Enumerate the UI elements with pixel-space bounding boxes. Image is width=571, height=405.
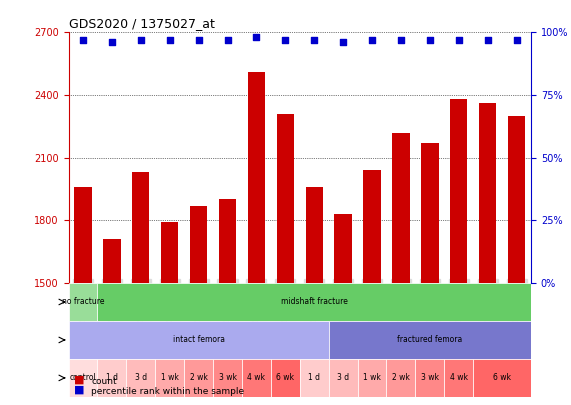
Point <box>194 37 203 43</box>
FancyBboxPatch shape <box>69 359 98 397</box>
Text: 6 wk: 6 wk <box>276 373 294 382</box>
Text: control: control <box>70 373 96 382</box>
FancyBboxPatch shape <box>98 283 531 321</box>
Text: 3 wk: 3 wk <box>421 373 439 382</box>
Text: 4 wk: 4 wk <box>247 373 266 382</box>
Text: time: time <box>0 404 1 405</box>
Bar <box>132 172 150 405</box>
Text: 3 d: 3 d <box>337 373 349 382</box>
Point <box>339 39 348 46</box>
FancyBboxPatch shape <box>387 359 415 397</box>
Bar <box>508 116 525 405</box>
Point <box>425 37 435 43</box>
Bar <box>305 187 323 405</box>
FancyBboxPatch shape <box>213 359 242 397</box>
Point <box>223 37 232 43</box>
Bar <box>392 133 409 405</box>
FancyBboxPatch shape <box>126 359 155 397</box>
FancyBboxPatch shape <box>69 321 329 359</box>
Point <box>78 37 87 43</box>
Point <box>165 37 174 43</box>
FancyBboxPatch shape <box>357 359 387 397</box>
Bar <box>363 170 381 405</box>
Bar <box>335 214 352 405</box>
FancyBboxPatch shape <box>271 359 300 397</box>
Bar <box>248 72 265 405</box>
Point <box>512 37 521 43</box>
Bar <box>450 99 468 405</box>
Text: ■: ■ <box>74 375 85 385</box>
Text: 3 wk: 3 wk <box>219 373 236 382</box>
Point <box>483 37 492 43</box>
Text: 1 d: 1 d <box>308 373 320 382</box>
Text: percentile rank within the sample: percentile rank within the sample <box>91 387 244 396</box>
FancyBboxPatch shape <box>242 359 271 397</box>
Point <box>281 37 290 43</box>
Bar <box>276 114 294 405</box>
Point <box>252 34 261 40</box>
Bar <box>103 239 120 405</box>
FancyBboxPatch shape <box>155 359 184 397</box>
Text: ■: ■ <box>74 385 85 395</box>
Point <box>396 37 405 43</box>
FancyBboxPatch shape <box>473 359 531 397</box>
Text: 1 wk: 1 wk <box>363 373 381 382</box>
Bar <box>479 103 496 405</box>
Text: 2 wk: 2 wk <box>392 373 410 382</box>
Text: 1 d: 1 d <box>106 373 118 382</box>
Text: GDS2020 / 1375027_at: GDS2020 / 1375027_at <box>69 17 214 30</box>
FancyBboxPatch shape <box>300 359 329 397</box>
FancyBboxPatch shape <box>329 321 531 359</box>
Bar <box>421 143 439 405</box>
Point <box>107 39 116 46</box>
FancyBboxPatch shape <box>184 359 213 397</box>
Text: count: count <box>91 377 117 386</box>
FancyBboxPatch shape <box>329 359 357 397</box>
Text: intact femora: intact femora <box>172 335 224 344</box>
Text: no fracture: no fracture <box>62 298 104 307</box>
Text: midshaft fracture: midshaft fracture <box>281 298 348 307</box>
Point <box>454 37 463 43</box>
FancyBboxPatch shape <box>444 359 473 397</box>
Point <box>368 37 377 43</box>
Bar <box>74 187 91 405</box>
Bar <box>190 206 207 405</box>
Point <box>309 37 319 43</box>
Text: 6 wk: 6 wk <box>493 373 511 382</box>
Text: 2 wk: 2 wk <box>190 373 207 382</box>
Text: fractured femora: fractured femora <box>397 335 463 344</box>
Text: other: other <box>0 404 1 405</box>
FancyBboxPatch shape <box>415 359 444 397</box>
Text: 4 wk: 4 wk <box>450 373 468 382</box>
Point <box>136 37 146 43</box>
Text: 1 wk: 1 wk <box>161 373 179 382</box>
Bar <box>219 199 236 405</box>
Bar <box>161 222 178 405</box>
FancyBboxPatch shape <box>98 359 126 397</box>
Text: shock: shock <box>0 404 1 405</box>
Text: 3 d: 3 d <box>135 373 147 382</box>
FancyBboxPatch shape <box>69 283 98 321</box>
